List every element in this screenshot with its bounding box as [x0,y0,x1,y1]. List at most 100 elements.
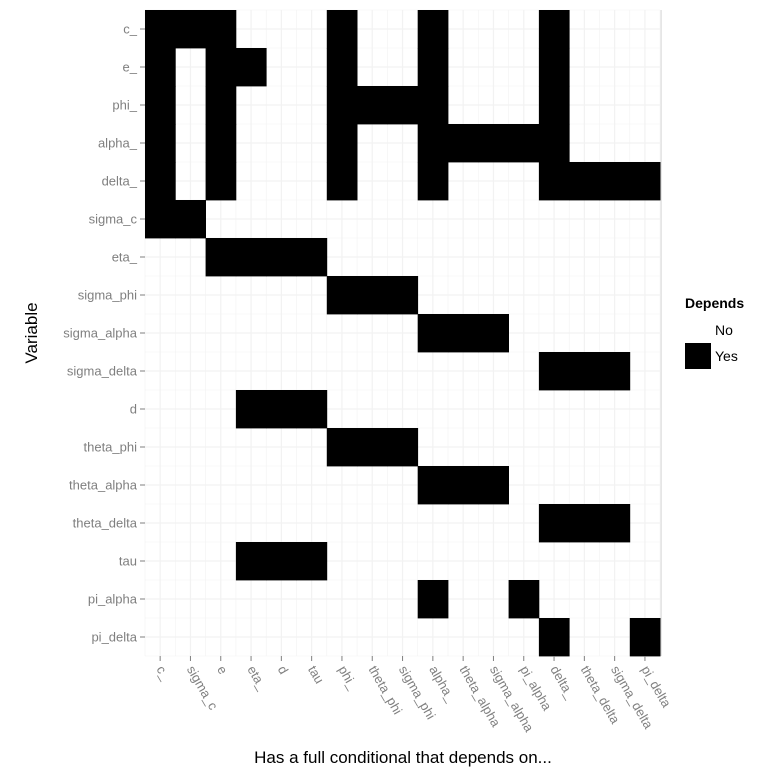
heatmap-cell-alpha_-delta_ [538,124,570,163]
y-axis-ticks: c_ e_ phi_ alpha_ delta_ sigma_c eta_ sigma_phi… [63,22,145,645]
x-tick-label-delta_: delta_ [547,663,578,702]
heatmap-cell-sigma_delta-sigma_delta [599,352,631,391]
heatmap-cell-alpha_-pi_alpha [508,124,540,163]
y-tick-label-delta_: delta_ [102,174,138,189]
heatmap-cell-d-tau [296,390,328,429]
y-tick-label-sigma_phi: sigma_phi [78,288,137,303]
heatmap-cell-e_-e [205,48,237,87]
y-tick-label-theta_phi: theta_phi [84,440,138,455]
y-tick-label-sigma_delta: sigma_delta [67,364,138,379]
heatmap-cell-eta_-tau [296,238,328,277]
heatmap-cell-tau-eta_ [235,542,267,581]
x-axis-ticks: c_ sigma_ce eta_ d tau phi_ theta_phisigma_phi… [154,656,674,735]
heatmap-cell-theta_alpha-alpha_ [417,466,449,505]
heatmap-cell-delta_-e [205,162,237,201]
heatmap-cell-e_-eta_ [235,48,267,87]
x-tick-label-alpha_: alpha_ [426,663,459,705]
heatmap-cell-c_-phi_ [326,10,358,49]
y-tick-label-tau: tau [119,554,137,569]
legend-label-yes: Yes [715,348,738,364]
y-tick-label-sigma_alpha: sigma_alpha [63,326,137,341]
heatmap-cell-eta_-eta_ [235,238,267,277]
x-tick-label-e: e [214,663,231,677]
heatmap-cell-sigma_phi-phi_ [326,276,358,315]
x-tick-label-eta_: eta_ [244,663,270,693]
heatmap-cell-c_-sigma_c [175,10,206,49]
heatmap-cell-eta_-e [205,238,237,277]
heatmap-cell-phi_-theta_phi [357,86,388,125]
heatmap-cell-c_-c_ [145,10,176,49]
heatmap-cell-c_-delta_ [538,10,570,49]
heatmap-cell-theta_phi-phi_ [326,428,358,467]
heatmap-cell-phi_-alpha_ [417,86,449,125]
y-tick-label-eta_: eta_ [112,250,138,265]
heatmap-cell-delta_-delta_ [538,162,570,201]
heatmap-cell-theta_alpha-sigma_alpha [478,466,509,505]
y-tick-label-d: d [130,402,137,417]
heatmap-cell-e_-alpha_ [417,48,449,87]
y-tick-label-pi_alpha: pi_alpha [88,592,138,607]
x-tick-label-tau: tau [305,663,327,686]
heatmap-cell-pi_delta-delta_ [538,618,570,657]
heatmap-cell-theta_phi-sigma_phi [387,428,419,467]
heatmap-cell-eta_-d [266,238,297,277]
x-tick-label-d: d [275,663,292,677]
heatmap-cell-e_-delta_ [538,48,570,87]
heatmap-cell-alpha_-alpha_ [417,124,449,163]
x-axis-title: Has a full conditional that depends on..… [254,748,552,767]
y-tick-label-alpha_: alpha_ [98,136,138,151]
heatmap-cell-sigma_delta-theta_delta [569,352,600,391]
heatmap-cell-e_-phi_ [326,48,358,87]
heatmap-cells [145,10,661,657]
y-tick-label-e_: e_ [123,60,138,75]
heatmap-cell-sigma_alpha-sigma_alpha [478,314,509,353]
y-tick-label-pi_delta: pi_delta [91,630,137,645]
heatmap-cell-alpha_-sigma_alpha [478,124,509,163]
legend-title: Depends [685,295,744,311]
heatmap-cell-delta_-theta_delta [569,162,600,201]
heatmap-cell-sigma_alpha-alpha_ [417,314,449,353]
legend-swatch-yes [685,343,711,369]
heatmap-cell-tau-tau [296,542,328,581]
heatmap-cell-theta_phi-theta_phi [357,428,388,467]
y-tick-label-sigma_c: sigma_c [89,212,138,227]
heatmap-cell-alpha_-c_ [145,124,176,163]
heatmap-cell-alpha_-theta_alpha [448,124,479,163]
heatmap-cell-sigma_phi-sigma_phi [387,276,419,315]
heatmap-cell-theta_delta-delta_ [538,504,570,543]
legend: Depends No Yes [685,295,744,369]
heatmap-cell-sigma_phi-theta_phi [357,276,388,315]
heatmap-cell-sigma_c-sigma_c [175,200,206,239]
heatmap-cell-delta_-c_ [145,162,176,201]
heatmap-cell-sigma_delta-delta_ [538,352,570,391]
y-axis-title: Variable [22,302,41,363]
heatmap-cell-theta_alpha-theta_alpha [448,466,479,505]
heatmap-cell-delta_-phi_ [326,162,358,201]
legend-swatch-no [685,317,711,343]
heatmap-cell-pi_delta-pi_delta [629,618,661,657]
y-tick-label-c_: c_ [123,22,138,37]
heatmap-cell-delta_-sigma_delta [599,162,631,201]
x-tick-label-c_: c_ [154,663,174,683]
heatmap-cell-alpha_-phi_ [326,124,358,163]
heatmap-cell-phi_-c_ [145,86,176,125]
y-tick-label-theta_delta: theta_delta [73,516,138,531]
heatmap-cell-phi_-phi_ [326,86,358,125]
heatmap-cell-delta_-alpha_ [417,162,449,201]
heatmap-cell-phi_-sigma_phi [387,86,419,125]
heatmap-cell-d-d [266,390,297,429]
y-tick-label-theta_alpha: theta_alpha [69,478,138,493]
heatmap-cell-c_-alpha_ [417,10,449,49]
heatmap-cell-e_-c_ [145,48,176,87]
y-tick-label-phi_: phi_ [112,98,137,113]
heatmap-cell-sigma_alpha-theta_alpha [448,314,479,353]
heatmap-cell-pi_alpha-alpha_ [417,580,449,619]
heatmap-cell-theta_delta-sigma_delta [599,504,631,543]
heatmap-cell-delta_-pi_delta [629,162,661,201]
heatmap-cell-tau-d [266,542,297,581]
heatmap-cell-d-eta_ [235,390,267,429]
heatmap-cell-phi_-delta_ [538,86,570,125]
heatmap-cell-sigma_c-c_ [145,200,176,239]
heatmap-cell-alpha_-e [205,124,237,163]
